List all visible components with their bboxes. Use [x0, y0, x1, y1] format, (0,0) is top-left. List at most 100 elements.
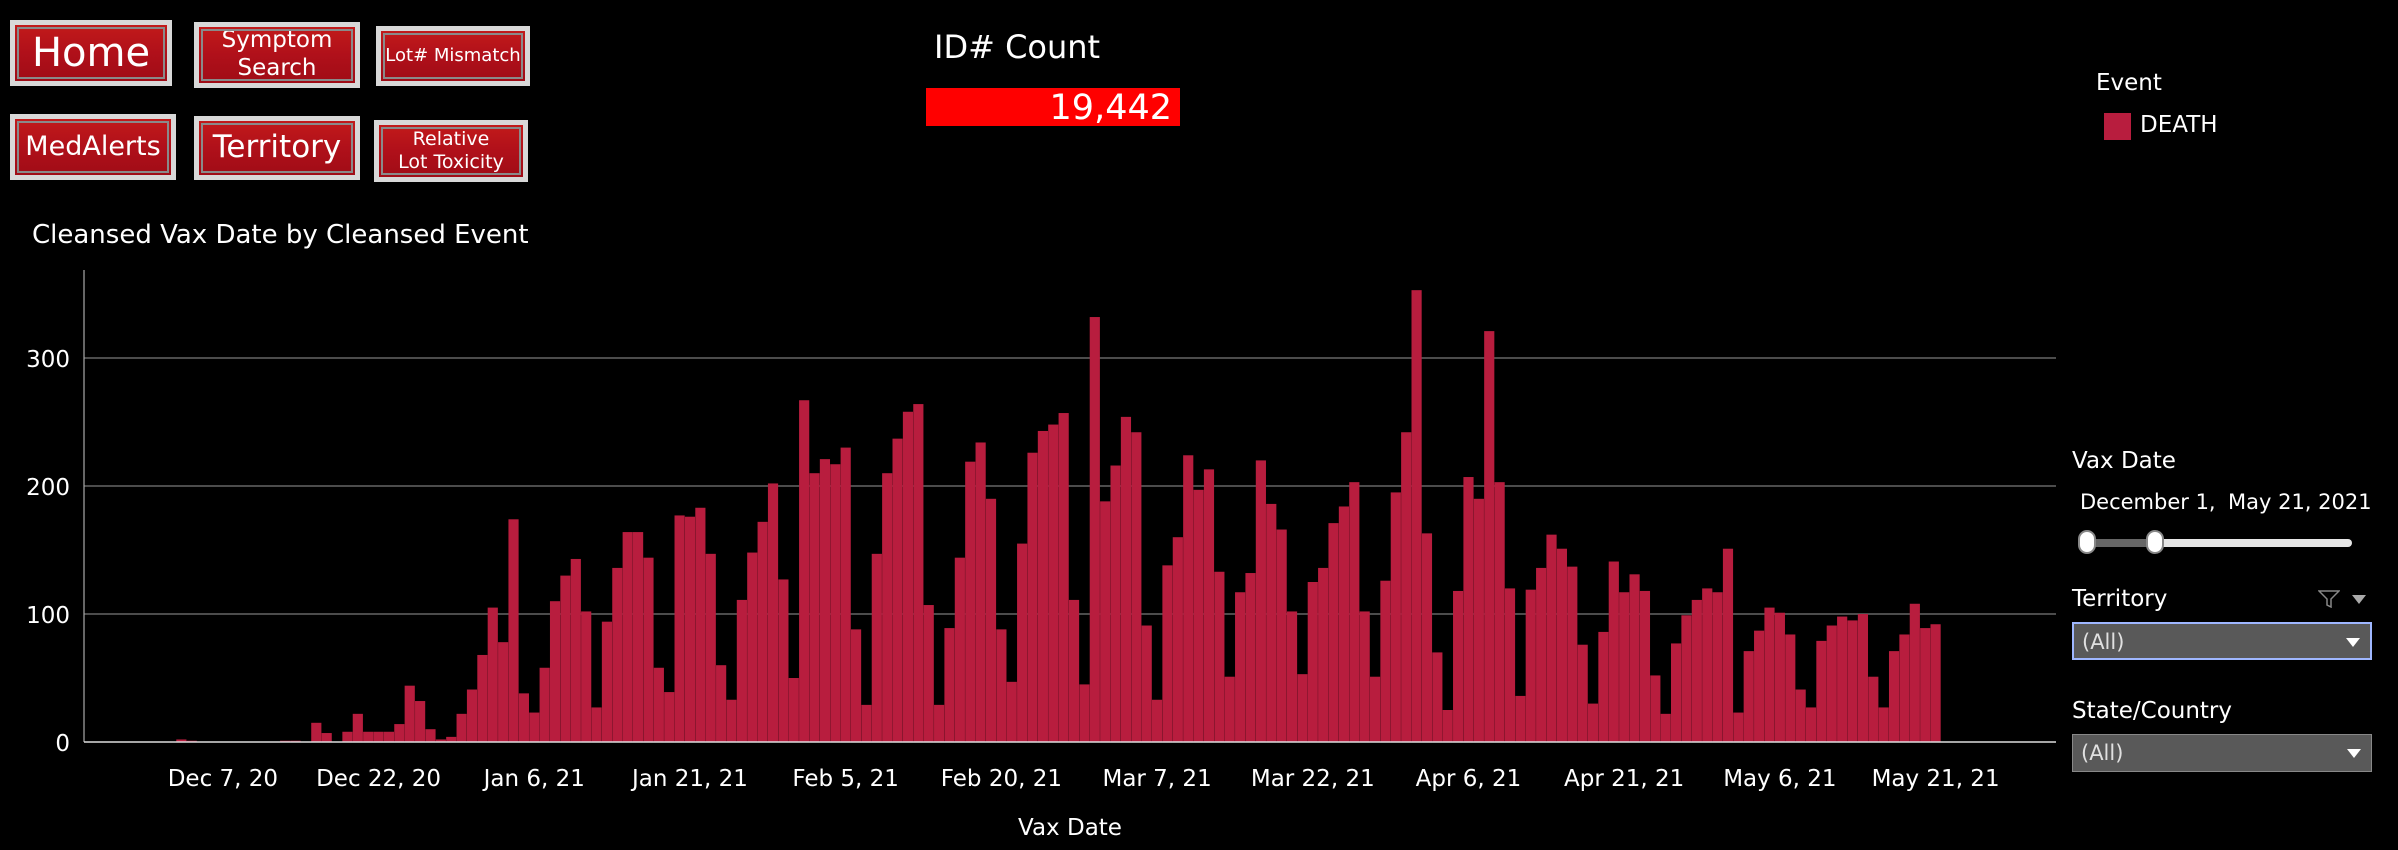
chevron-down-icon — [2347, 749, 2361, 758]
bar — [736, 599, 747, 742]
bar — [1318, 567, 1329, 742]
bar — [1930, 624, 1941, 742]
bar — [549, 601, 561, 742]
bar — [1110, 465, 1121, 742]
bar — [363, 731, 374, 742]
kpi-value: 19,442 — [1049, 88, 1172, 128]
state-country-dropdown[interactable]: (All) — [2072, 734, 2372, 772]
x-tick-label: May 6, 21 — [1723, 766, 1836, 792]
bar — [726, 699, 737, 742]
bar — [1421, 533, 1433, 742]
kpi-title: ID# Count — [934, 28, 1101, 66]
bar — [1473, 498, 1484, 742]
bar — [1733, 712, 1744, 742]
bar — [767, 483, 779, 742]
vax-date-start[interactable]: December 1, 2020 — [2080, 490, 2220, 514]
bar — [1805, 707, 1817, 742]
y-axis-ticks: 0 100 200 300 — [26, 347, 70, 757]
symptom-search-label-1: Symptom — [221, 27, 333, 54]
chevron-down-icon — [2346, 638, 2360, 647]
bar — [560, 575, 571, 742]
bar — [830, 464, 841, 742]
bar — [975, 442, 986, 742]
slider-end-handle[interactable] — [2146, 530, 2164, 554]
bar — [1453, 590, 1464, 742]
territory-dropdown[interactable]: (All) — [2072, 622, 2372, 660]
bar — [1774, 612, 1785, 742]
bar — [446, 736, 457, 742]
home-button[interactable]: Home — [10, 20, 172, 86]
bar — [487, 607, 498, 742]
bar — [1152, 699, 1163, 742]
bar — [1878, 707, 1889, 742]
filter-icon[interactable] — [2318, 590, 2340, 608]
bar — [954, 557, 965, 742]
chart-gridlines — [84, 357, 2056, 615]
medalerts-label: MedAlerts — [25, 130, 161, 162]
bar — [1079, 684, 1090, 742]
bar — [570, 558, 581, 742]
bar — [965, 461, 976, 742]
bar — [539, 667, 550, 742]
bar — [1598, 631, 1609, 742]
bar — [1349, 482, 1360, 742]
bar — [1203, 469, 1215, 742]
bar — [518, 693, 529, 742]
bar — [477, 654, 488, 742]
bar — [653, 667, 664, 742]
bar — [934, 704, 945, 742]
medalerts-button[interactable]: MedAlerts — [10, 114, 176, 180]
territory-button[interactable]: Territory — [194, 116, 360, 180]
bar — [664, 692, 675, 742]
bar — [1619, 592, 1630, 742]
bar — [601, 621, 613, 742]
bar — [404, 685, 415, 742]
bar — [1338, 506, 1350, 742]
legend-label-death[interactable]: DEATH — [2140, 112, 2218, 138]
bar — [1390, 492, 1401, 742]
relative-lot-toxicity-button[interactable]: Relative Lot Toxicity — [374, 120, 528, 182]
bar — [819, 459, 831, 742]
bar — [757, 521, 768, 742]
bar — [1183, 455, 1194, 742]
bar — [1536, 567, 1547, 742]
bar — [1027, 452, 1038, 742]
lot-mismatch-button[interactable]: Lot# Mismatch — [376, 26, 530, 86]
bar — [1442, 710, 1453, 742]
bar — [1380, 580, 1391, 742]
bar — [923, 605, 934, 742]
bar — [1328, 523, 1339, 742]
bar — [1120, 416, 1132, 742]
bar — [944, 628, 955, 742]
bar — [1795, 689, 1806, 742]
bar — [850, 629, 862, 742]
vax-date-end[interactable]: May 21, 2021 — [2228, 490, 2372, 514]
x-tick-label: Apr 6, 21 — [1416, 766, 1522, 792]
bar — [643, 557, 654, 742]
bar — [871, 553, 882, 742]
legend-swatch[interactable] — [2104, 113, 2131, 140]
bar — [705, 553, 716, 742]
bar — [1048, 424, 1059, 742]
vax-date-slider-track[interactable] — [2082, 539, 2352, 547]
menu-caret-icon[interactable] — [2352, 595, 2366, 604]
x-axis-title: Vax Date — [1018, 815, 1122, 841]
bar — [373, 731, 384, 742]
bar — [1235, 592, 1246, 742]
bar — [1577, 644, 1588, 742]
symptom-search-button[interactable]: Symptom Search — [194, 22, 360, 88]
bar — [508, 519, 519, 742]
bar — [1307, 582, 1318, 742]
territory-dropdown-value: (All) — [2082, 630, 2125, 654]
bar — [1546, 534, 1557, 742]
bar — [529, 712, 540, 742]
x-tick-label: Feb 20, 21 — [941, 766, 1062, 792]
bar — [1276, 529, 1287, 742]
bar — [581, 611, 592, 742]
slider-start-handle[interactable] — [2078, 530, 2096, 554]
bar — [1899, 634, 1910, 742]
symptom-search-label-2: Search — [237, 55, 317, 81]
bar — [1193, 489, 1204, 742]
bar — [1764, 607, 1775, 742]
bar — [1297, 674, 1308, 742]
